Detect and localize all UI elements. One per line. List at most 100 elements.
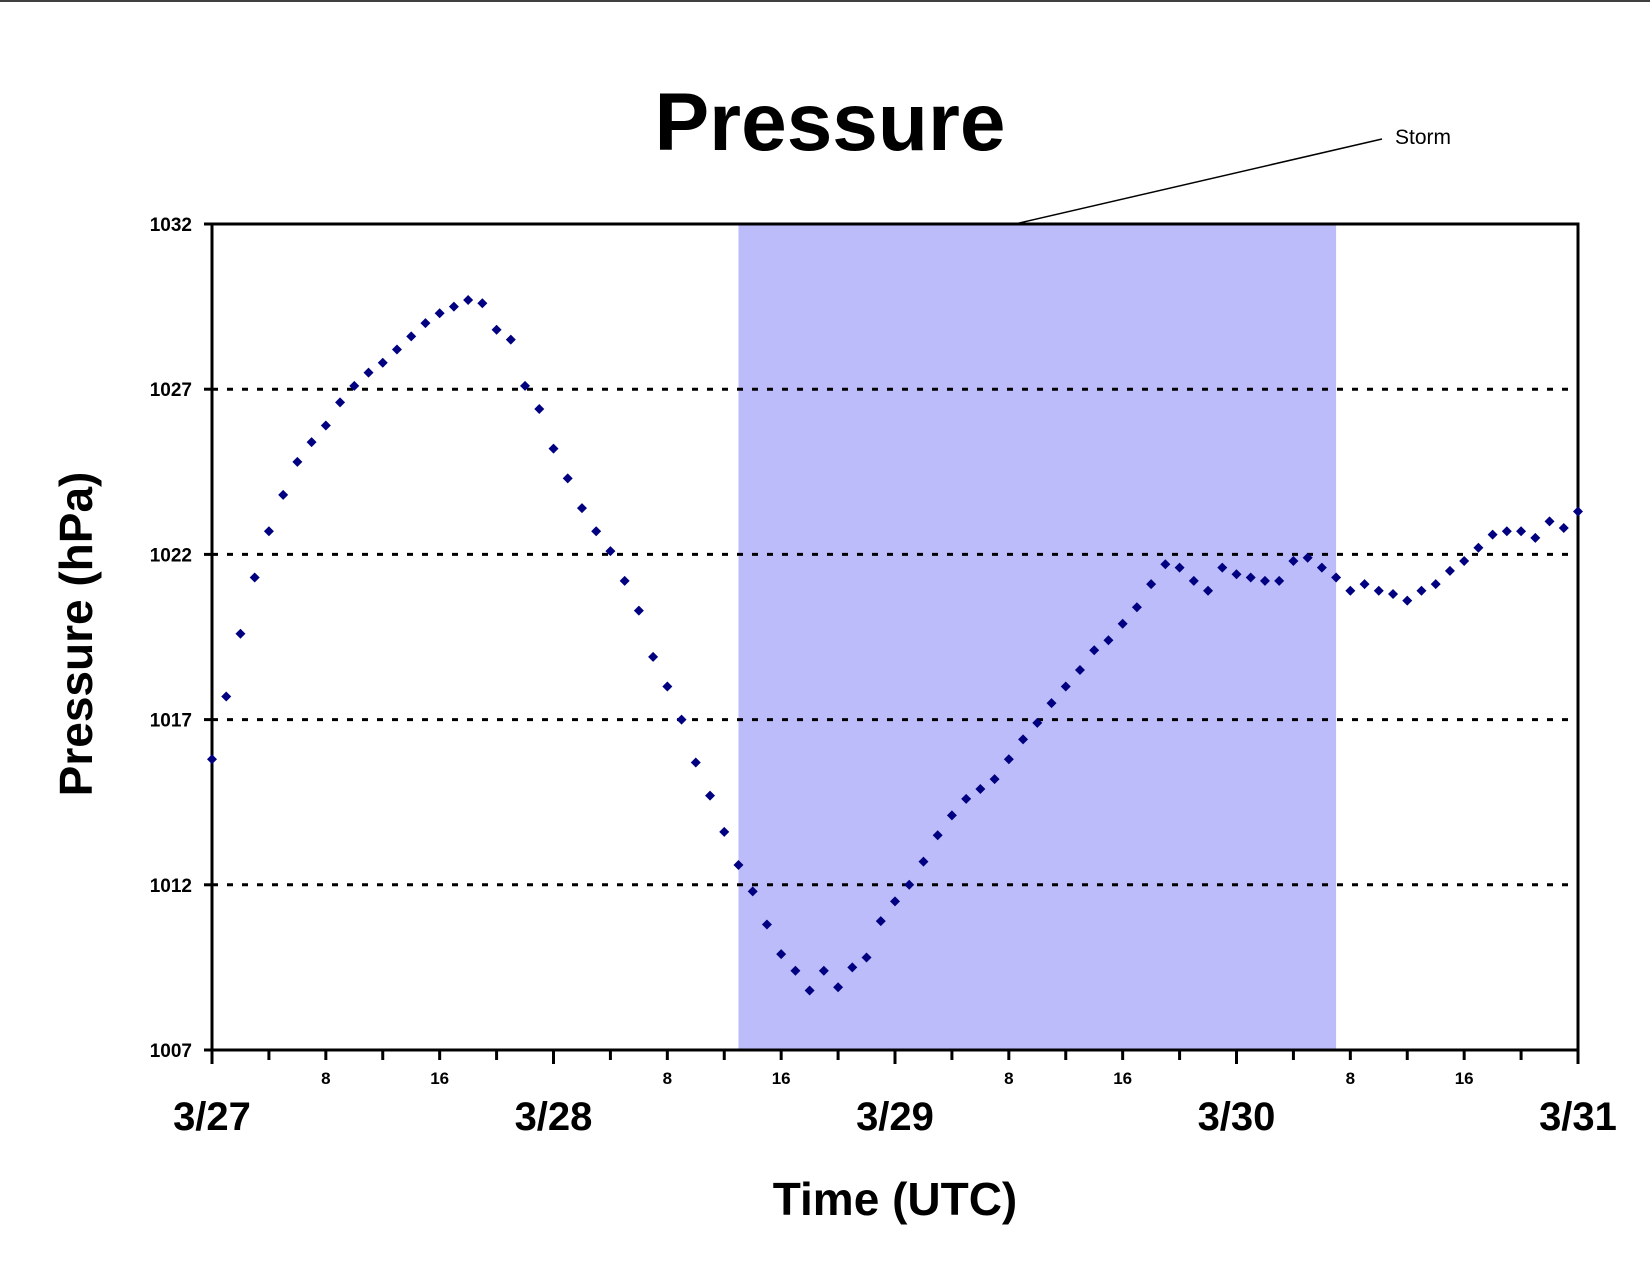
- gridlines: [212, 387, 1578, 887]
- data-point: [1402, 595, 1413, 606]
- data-point: [619, 575, 630, 586]
- y-axis-label: Pressure (hPa): [50, 472, 102, 797]
- data-point: [1074, 665, 1085, 676]
- storm-annotation-label: Storm: [1395, 126, 1451, 149]
- data-point: [861, 952, 872, 963]
- data-point: [1302, 552, 1313, 563]
- y-tick-label: 1022: [150, 545, 192, 566]
- data-point: [1046, 698, 1057, 709]
- data-point: [391, 344, 402, 355]
- data-point: [946, 810, 957, 821]
- data-point: [1430, 579, 1441, 590]
- data-point: [562, 473, 573, 484]
- data-point: [349, 380, 360, 391]
- data-point: [249, 572, 260, 583]
- data-point: [505, 334, 516, 345]
- data-point: [1174, 562, 1185, 573]
- data-point: [1131, 602, 1142, 613]
- data-point: [263, 526, 274, 537]
- data-point: [1373, 585, 1384, 596]
- data-point: [1018, 734, 1029, 745]
- data-point: [605, 546, 616, 557]
- x-minor-tick-label: 16: [1455, 1069, 1474, 1088]
- data-point: [520, 380, 531, 391]
- x-minor-tick-label: 8: [321, 1069, 330, 1088]
- data-point: [406, 331, 417, 342]
- x-day-label: 3/27: [173, 1095, 251, 1139]
- data-point: [1003, 754, 1014, 765]
- x-minor-tick-label: 8: [1346, 1069, 1355, 1088]
- data-point: [320, 420, 331, 431]
- data-point: [804, 985, 815, 996]
- data-point: [1188, 575, 1199, 586]
- data-point: [1288, 556, 1299, 567]
- data-point: [989, 774, 1000, 785]
- x-minor-tick-label: 16: [772, 1069, 791, 1088]
- data-point: [1117, 618, 1128, 629]
- data-point: [1274, 575, 1285, 586]
- data-point: [207, 754, 217, 765]
- data-point: [1416, 585, 1427, 596]
- data-point: [875, 916, 886, 927]
- data-point: [477, 298, 488, 309]
- y-tick-label: 1032: [150, 215, 192, 236]
- data-point: [776, 949, 787, 960]
- data-point: [1259, 575, 1270, 586]
- data-point: [235, 628, 246, 639]
- data-point: [975, 783, 986, 794]
- data-point: [747, 886, 758, 897]
- data-point: [377, 357, 388, 368]
- data-point: [790, 965, 801, 976]
- x-day-label: 3/28: [515, 1095, 593, 1139]
- data-point: [1089, 645, 1100, 656]
- data-point: [1487, 529, 1498, 540]
- data-point: [1573, 506, 1583, 517]
- x-axis-ticks: 3/27 8 16 3/28 8 16 3/29 8 16 3/30 8 16 3/31: [173, 1050, 1617, 1139]
- data-point: [292, 456, 303, 467]
- data-point: [1032, 717, 1043, 728]
- y-tick-label: 1017: [150, 711, 192, 732]
- storm-shaded-region: [738, 224, 1337, 1050]
- data-point: [904, 879, 915, 890]
- data-point: [1544, 516, 1555, 527]
- x-minor-tick-label: 8: [1004, 1069, 1013, 1088]
- data-point: [491, 324, 502, 335]
- data-point: [1331, 572, 1342, 583]
- data-point: [918, 856, 929, 867]
- data-point: [1459, 556, 1470, 567]
- data-point: [1345, 585, 1356, 596]
- storm-annotation-leader: [1014, 138, 1383, 225]
- y-tick-label: 1012: [150, 876, 192, 897]
- data-point: [221, 691, 232, 702]
- data-point: [1103, 635, 1114, 646]
- data-point: [662, 681, 673, 692]
- data-point: [1160, 559, 1171, 570]
- data-point: [576, 503, 587, 514]
- x-axis-label: Time (UTC): [773, 1173, 1018, 1225]
- data-point: [1245, 572, 1256, 583]
- data-point: [761, 919, 772, 930]
- data-point: [1444, 565, 1455, 576]
- data-point: [1530, 532, 1541, 543]
- data-point: [1473, 542, 1484, 553]
- data-point: [591, 526, 602, 537]
- data-point: [1558, 522, 1569, 533]
- data-point: [1501, 526, 1512, 537]
- data-point: [306, 437, 317, 448]
- data-point: [961, 793, 972, 804]
- y-tick-label: 1027: [150, 380, 192, 401]
- data-point: [1060, 681, 1071, 692]
- data-point: [1231, 569, 1242, 580]
- data-point: [676, 714, 687, 725]
- data-point: [335, 397, 346, 408]
- data-point: [363, 367, 374, 378]
- data-point: [434, 308, 445, 319]
- data-point: [705, 790, 716, 801]
- data-points: [207, 294, 1583, 996]
- y-tick-label: 1007: [150, 1041, 192, 1062]
- data-point: [534, 404, 545, 415]
- data-point: [847, 962, 858, 973]
- data-point: [633, 605, 644, 616]
- x-day-label: 3/29: [856, 1095, 934, 1139]
